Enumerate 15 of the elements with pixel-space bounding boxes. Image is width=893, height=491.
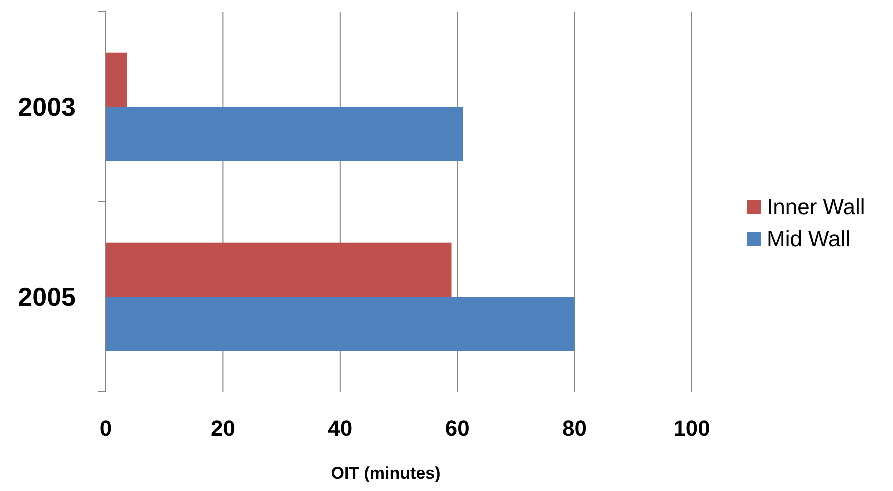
x-tick-label: 100	[674, 416, 710, 441]
x-axis-title: OIT (minutes)	[331, 464, 441, 483]
x-tick-label: 80	[562, 416, 588, 441]
x-tick-label: 20	[210, 416, 236, 441]
y-tick-label: 2003	[18, 92, 76, 122]
bar	[106, 242, 452, 297]
x-tick-label: 40	[328, 416, 353, 441]
x-tick-label: 60	[445, 416, 470, 441]
bar	[106, 52, 128, 107]
bar	[106, 297, 575, 352]
bar	[106, 107, 464, 162]
y-tick-label: 2005	[18, 282, 76, 312]
legend-label: Mid Wall	[767, 226, 851, 252]
legend-label: Inner Wall	[767, 194, 866, 220]
x-tick-label: 0	[100, 416, 112, 441]
